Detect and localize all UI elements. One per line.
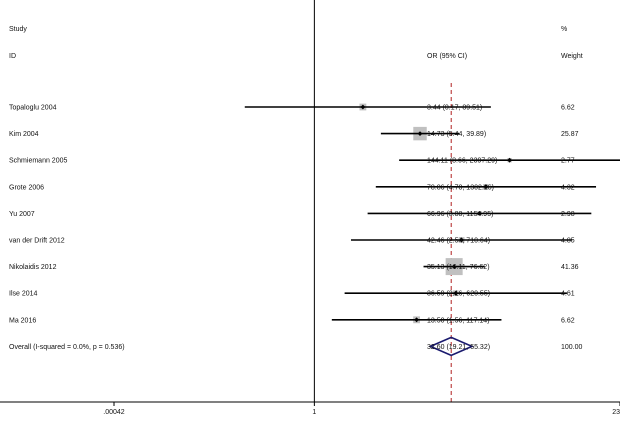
point-estimate <box>417 131 423 136</box>
overall-label: Overall (I-squared = 0.0%, p = 0.536) <box>9 344 125 351</box>
weight-value: 2.98 <box>561 211 575 218</box>
study-label: Grote 2006 <box>9 184 44 191</box>
weight-value: 41.36 <box>561 264 579 271</box>
overall-weight-value: 100.00 <box>561 344 583 351</box>
weight-value: 25.87 <box>561 131 579 138</box>
header-weight: Weight <box>561 53 583 60</box>
weight-value: 4.32 <box>561 184 575 191</box>
point-estimate <box>483 184 489 190</box>
weight-value: 6.62 <box>561 105 575 112</box>
x-axis: .00042 1 2397 <box>0 401 620 416</box>
or-ci-value: 36.59 (2.16, 620.55) <box>427 291 490 298</box>
study-label: Ilse 2014 <box>9 291 38 298</box>
or-ci-value: 14.73 (5.44, 39.89) <box>427 131 486 138</box>
study-label: Ma 2016 <box>9 317 36 324</box>
study-label: Schmiemann 2005 <box>9 158 67 165</box>
point-estimate <box>360 104 366 110</box>
overall-diamond <box>428 336 474 357</box>
weight-value: 4.61 <box>561 291 575 298</box>
point-estimate <box>507 157 512 163</box>
header-id: ID <box>9 53 16 60</box>
weight-value: 6.62 <box>561 317 575 324</box>
header-study: Study <box>9 26 27 33</box>
weight-value: 4.85 <box>561 238 575 245</box>
x-tick-label: .00042 <box>103 409 125 416</box>
point-estimate <box>451 264 457 269</box>
header-or-ci: OR (95% CI) <box>427 53 467 60</box>
point-estimate <box>453 290 459 296</box>
x-tick-label: 1 <box>312 409 316 416</box>
study-rows: Topaloglu 2004 3.44 (0.17, 89.51) 6.62 Kim … <box>9 0 620 402</box>
point-estimate <box>414 317 419 323</box>
or-ci-value: 66.96 (3.88, 1154.95) <box>427 211 493 218</box>
study-label: Nikolaidis 2012 <box>9 264 57 271</box>
study-label: Yu 2007 <box>9 211 35 218</box>
overall-or-ci-value: 32.60 (19.21, 55.32) <box>427 344 490 351</box>
point-estimate <box>459 237 464 243</box>
or-ci-value: 144.11 (8.66, 2397.29) <box>427 158 497 165</box>
or-ci-value: 3.44 (0.17, 89.51) <box>427 105 482 112</box>
header-percent: % <box>561 26 567 33</box>
x-tick-label: 2397 <box>612 409 620 416</box>
or-ci-value: 42.46 (2.54, 710.64) <box>427 238 490 245</box>
or-ci-value: 35.13 (16.11, 76.62) <box>427 264 490 271</box>
study-label: van der Drift 2012 <box>9 238 65 245</box>
study-label: Topaloglu 2004 <box>9 105 57 112</box>
point-estimate <box>477 211 482 216</box>
weight-value: 2.77 <box>561 158 575 165</box>
study-label: Kim 2004 <box>9 131 39 138</box>
or-ci-value: 13.50 (1.56, 117.14) <box>427 317 490 324</box>
or-ci-value: 78.86 (4.78, 1302.26) <box>427 184 494 191</box>
